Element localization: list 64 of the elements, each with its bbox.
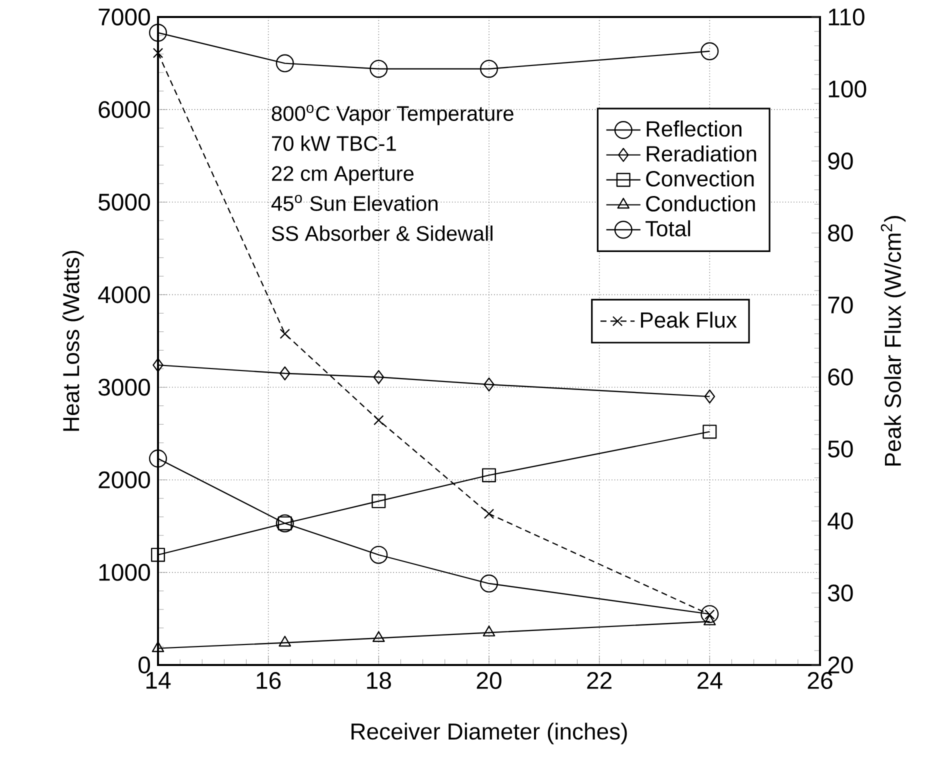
y2-tick-label: 110 (828, 8, 864, 26)
annotation: 45$^{o}$ Sun Elevation (271, 194, 438, 211)
point (278, 636, 292, 647)
point (280, 328, 290, 339)
x-tick-label: 18 (367, 672, 391, 690)
x-tick-label: 16 (256, 672, 281, 690)
point (370, 60, 388, 78)
y-tick-label: 5000 (98, 194, 150, 211)
point (704, 390, 716, 404)
y2-axis-title: Peak Solar Flux (W/cm$^{2}$) (880, 216, 906, 466)
point (149, 24, 168, 42)
point (480, 60, 498, 78)
point (152, 48, 164, 58)
y2-tick-label: 70 (828, 296, 853, 314)
y2-tick-label: 20 (828, 656, 853, 674)
y-tick-label: 2000 (98, 471, 150, 488)
point (152, 641, 164, 652)
point (374, 415, 384, 426)
point (484, 508, 494, 519)
point (372, 494, 386, 508)
point (702, 424, 717, 439)
point (149, 450, 168, 468)
legend-label: Total (646, 220, 690, 236)
y-tick-label: 3000 (98, 378, 150, 396)
legend-label: Conduction (646, 195, 755, 212)
point (700, 42, 719, 60)
point (372, 631, 385, 642)
point (279, 366, 290, 380)
point (151, 548, 166, 562)
annotation: 70 kW TBC-1 (272, 136, 396, 151)
point (484, 378, 494, 392)
legend-label: Peak Flux (641, 312, 737, 328)
point (482, 626, 496, 636)
y-tick-label: 7000 (98, 8, 150, 26)
x-axis-title: Receiver Diameter (inches) (352, 722, 627, 744)
y2-tick-label: 100 (828, 80, 866, 98)
point (373, 370, 384, 384)
y2-tick-label: 80 (828, 224, 853, 242)
y2-tick-label: 40 (828, 512, 853, 530)
annotation: SS Absorber & Sidewall (272, 226, 492, 241)
legend-label: Convection (646, 170, 754, 187)
y2-tick-label: 30 (828, 584, 853, 602)
y-tick-label: 6000 (98, 101, 150, 118)
x-tick-label: 24 (698, 672, 722, 689)
y2-tick-label: 90 (828, 152, 853, 170)
point (370, 546, 388, 564)
x-tick-label: 14 (146, 672, 171, 689)
x-tick-label: 22 (587, 672, 612, 689)
y2-tick-label: 60 (828, 368, 853, 386)
y-tick-label: 4000 (98, 286, 150, 304)
point (276, 54, 294, 72)
annotation: 22 cm Aperture (272, 166, 414, 186)
y-axis-title: Heat Loss (Watts) (62, 250, 84, 431)
legend-label: Reflection (646, 120, 742, 137)
x-tick-label: 26 (808, 672, 832, 690)
point (152, 358, 164, 372)
y-tick-label: 0 (138, 656, 150, 674)
y-tick-label: 1000 (99, 564, 150, 581)
x-tick-label: 20 (476, 672, 502, 690)
y2-tick-label: 50 (828, 440, 853, 458)
point (480, 574, 498, 593)
annotation: 800$^{o}$C Vapor Temperature (272, 104, 514, 126)
legend-label: Reradiation (646, 145, 756, 162)
point (482, 468, 496, 482)
